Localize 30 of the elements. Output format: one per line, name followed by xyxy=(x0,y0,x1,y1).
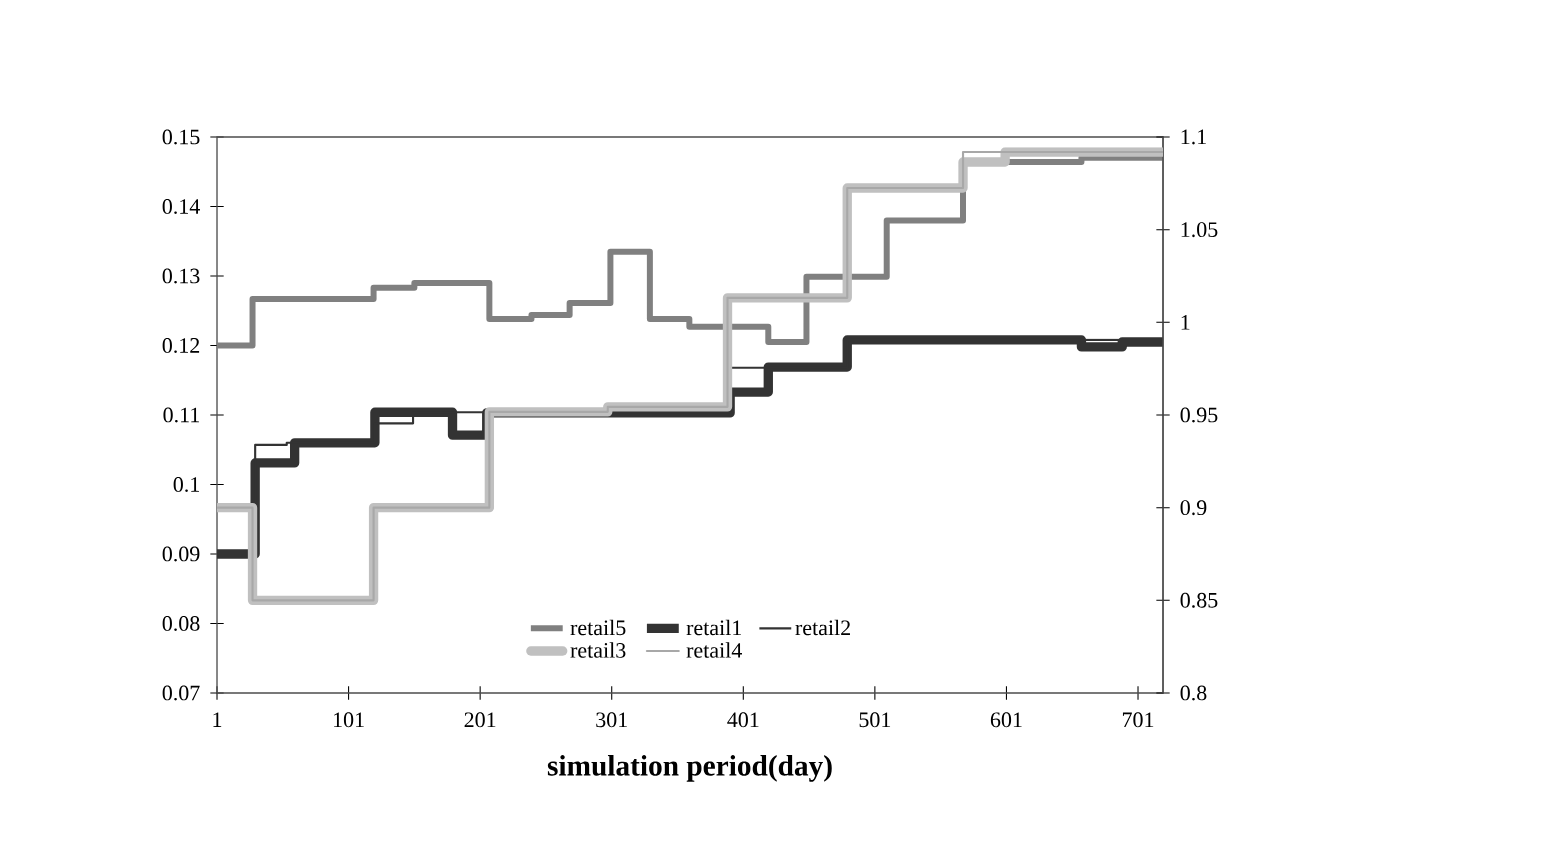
x-axis-title: simulation period(day) xyxy=(547,755,832,782)
x-tick-label: 401 xyxy=(727,712,759,728)
y-tick-label: 0.1 xyxy=(173,477,199,492)
y-tick-label: 0.08 xyxy=(162,616,200,631)
y2-tick-label: 0.85 xyxy=(1180,592,1218,608)
y-tick-label: 0.14 xyxy=(162,199,200,214)
y2-tick-label: 0.95 xyxy=(1180,407,1218,423)
y-tick-label: 0.09 xyxy=(162,546,200,562)
y-tick-label: 0.12 xyxy=(162,338,200,353)
legend-label: retail4 xyxy=(686,642,742,658)
y2-tick-label: 1 xyxy=(1181,315,1190,330)
x-tick-label: 701 xyxy=(1122,712,1154,728)
legend-label: retail1 xyxy=(686,619,742,636)
legend-label: retail3 xyxy=(570,642,626,658)
y2-tick-label: 1.05 xyxy=(1181,222,1218,238)
x-tick-label: 501 xyxy=(859,712,891,728)
x-tick-label: 301 xyxy=(596,712,627,728)
y-tick-label: 0.13 xyxy=(162,268,200,284)
y-tick-label: 0.11 xyxy=(163,407,199,423)
y2-tick-label: 0.9 xyxy=(1180,500,1207,516)
legend-label: retail2 xyxy=(795,619,850,636)
y2-tick-label: 1.1 xyxy=(1181,129,1206,145)
y-tick-label: 0.07 xyxy=(162,685,200,701)
x-tick-label: 601 xyxy=(990,712,1022,728)
legend-label: retail5 xyxy=(570,619,626,636)
x-tick-label: 201 xyxy=(464,712,496,728)
y2-tick-label: 0.8 xyxy=(1180,685,1207,701)
x-tick-label: 101 xyxy=(334,712,364,728)
x-tick-label: 1 xyxy=(213,712,222,727)
y-tick-label: 0.15 xyxy=(162,129,200,145)
